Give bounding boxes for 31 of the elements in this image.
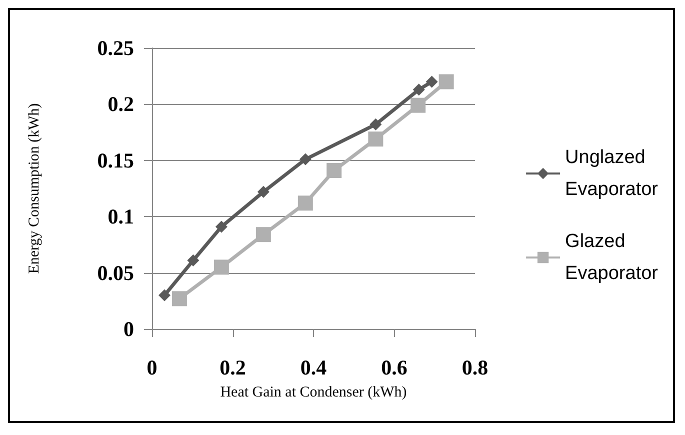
point	[298, 196, 313, 211]
x-tick-label: 0.6	[381, 356, 408, 380]
point	[368, 132, 384, 147]
point	[410, 98, 426, 113]
y-tick-label: 0.25	[97, 36, 134, 60]
y-tick-label: 0.1	[108, 204, 134, 229]
point	[426, 76, 438, 88]
x-tick-label: 0	[146, 356, 158, 380]
x-tick-label: 0.4	[300, 356, 328, 380]
point	[438, 74, 454, 90]
y-axis-title: Energy Consumption (kWh)	[26, 103, 42, 274]
x-tick-label: 0.2	[220, 356, 246, 380]
y-tick-label: 0.15	[97, 148, 134, 172]
y-tick-label: 0.05	[97, 260, 134, 285]
point	[214, 260, 229, 275]
point	[326, 163, 342, 178]
point	[412, 84, 425, 96]
x-axis-title: Heat Gain at Condenser (kWh)	[220, 384, 407, 400]
point	[172, 291, 187, 306]
legend-label: Unglazed Evaporator	[565, 147, 659, 200]
point	[158, 289, 171, 302]
point	[256, 227, 271, 242]
point	[215, 220, 228, 233]
point	[257, 186, 270, 198]
legend-label: Glazed Evaporator	[565, 231, 659, 284]
point	[370, 118, 382, 130]
x-tick-label: 0.8	[462, 356, 488, 380]
y-tick-label: 0.2	[108, 92, 134, 116]
point	[187, 254, 200, 266]
point	[299, 153, 312, 166]
y-tick-label: 0	[124, 317, 134, 341]
